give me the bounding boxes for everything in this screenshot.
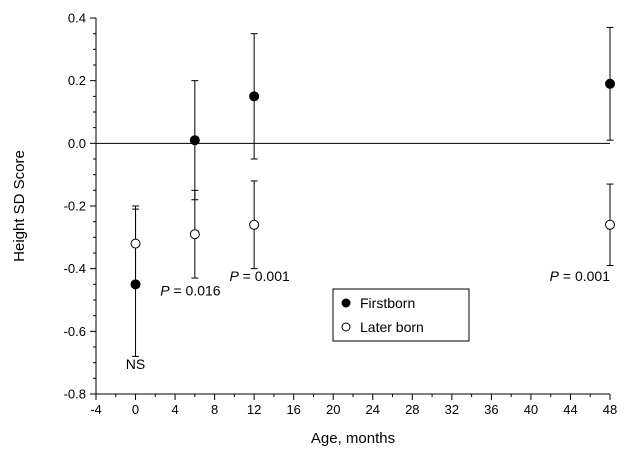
annotation-p-symbol: P — [160, 282, 170, 298]
x-tick-label: 16 — [286, 402, 300, 417]
annotation-p-value: = 0.016 — [170, 282, 221, 298]
annotation: P = 0.016 — [160, 282, 221, 298]
legend-label-firstborn: Firstborn — [360, 295, 415, 311]
x-tick-label: 36 — [484, 402, 498, 417]
annotation-p-value: = 0.001 — [559, 268, 610, 284]
point-later-born — [189, 229, 200, 240]
legend-marker-firstborn — [341, 298, 351, 308]
y-tick-label: -0.8 — [64, 387, 86, 402]
point-later-born — [249, 219, 260, 230]
x-tick-label: 40 — [524, 402, 538, 417]
legend-box — [332, 288, 470, 342]
x-tick-label: 28 — [405, 402, 419, 417]
x-tick-label: 32 — [445, 402, 459, 417]
y-tick-label: 0.0 — [68, 136, 86, 151]
x-tick-label: 12 — [247, 402, 261, 417]
point-firstborn — [605, 78, 615, 89]
annotation: P = 0.001 — [550, 268, 611, 284]
data-points — [130, 78, 615, 290]
x-tick-label: 24 — [366, 402, 380, 417]
point-firstborn — [130, 279, 141, 290]
y-axis-title: Height SD Score — [11, 150, 28, 262]
annotation-p-symbol: P — [550, 268, 560, 284]
x-tick-label: 48 — [603, 402, 617, 417]
annotation: NS — [126, 356, 145, 372]
annotation: P = 0.001 — [229, 268, 290, 284]
x-tick-label: 44 — [563, 402, 577, 417]
x-tick-label: 8 — [211, 402, 218, 417]
x-tick-label: 20 — [326, 402, 340, 417]
y-tick-label: 0.4 — [68, 11, 86, 26]
y-tick-label: -0.6 — [64, 324, 86, 339]
point-firstborn — [249, 91, 260, 102]
y-tick-label: -0.4 — [64, 261, 86, 276]
point-later-born — [130, 238, 141, 249]
point-firstborn — [189, 135, 200, 146]
point-later-born — [605, 219, 615, 230]
y-tick-label: -0.2 — [64, 199, 86, 214]
legend-marker-later-born — [341, 322, 351, 332]
x-axis-title: Age, months — [311, 430, 395, 447]
annotation-p-symbol: P — [229, 268, 239, 284]
tick-labels: -0.8-0.6-0.4-0.20.00.20.4-4 0 4 8 12 16 20 24 28… — [64, 11, 618, 418]
legend: Firstborn Later born — [332, 288, 470, 342]
x-tick-label: -4 — [90, 402, 102, 417]
x-tick-label: 0 — [132, 402, 139, 417]
legend-label-later-born: Later born — [360, 319, 424, 335]
annotation-p-value: = 0.001 — [239, 268, 290, 284]
y-tick-label: 0.2 — [68, 73, 86, 88]
x-tick-label: 4 — [171, 402, 178, 417]
tick-marks — [90, 17, 611, 400]
